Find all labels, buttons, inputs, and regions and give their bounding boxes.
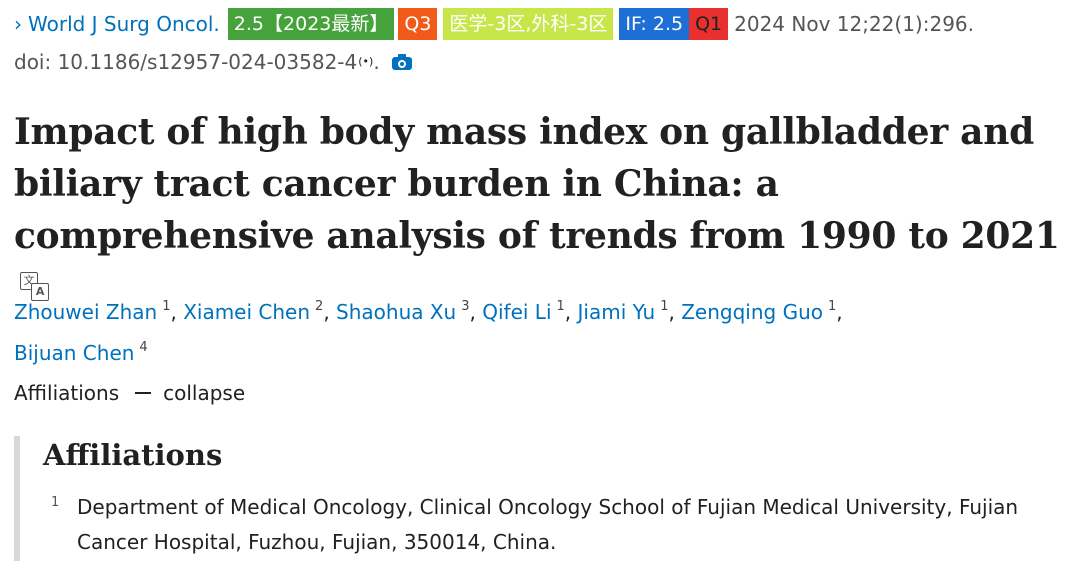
cas-badge: 医学-3区,外科-3区: [443, 8, 614, 40]
minus-icon: [135, 392, 152, 394]
author-link[interactable]: Zhouwei Zhan 1: [14, 299, 171, 324]
citation-row: › World J Surg Oncol. 2.5【2023最新】 Q3 医学-…: [14, 7, 1074, 41]
collapse-link[interactable]: collapse: [163, 381, 246, 405]
affiliations-toggle[interactable]: Affiliations collapse: [14, 377, 245, 409]
journal-link[interactable]: World J Surg Oncol.: [28, 12, 220, 36]
article-title-text: Impact of high body mass index on gallbl…: [14, 111, 1060, 257]
doi-text[interactable]: doi: 10.1186/s12957-024-03582-4: [14, 50, 358, 74]
camera-icon[interactable]: [391, 54, 412, 70]
doi-row: doi: 10.1186/s12957-024-03582-4 (•).: [14, 45, 1074, 79]
broadcast-icon[interactable]: (•): [358, 55, 374, 68]
citation-block: › World J Surg Oncol. 2.5【2023最新】 Q3 医学-…: [14, 7, 1074, 79]
author-link[interactable]: Zengqing Guo 1: [681, 299, 837, 324]
doi-period: .: [373, 50, 380, 74]
author-link[interactable]: Shaohua Xu 3: [336, 299, 470, 324]
article-title: Impact of high body mass index on gallbl…: [14, 106, 1074, 314]
quartile-badge: Q3: [398, 8, 438, 40]
jif-badge: 2.5【2023最新】: [227, 8, 395, 40]
author-link[interactable]: Bijuan Chen 4: [14, 340, 148, 365]
chevron-right-icon[interactable]: ›: [14, 12, 22, 36]
author-affiliation-ref[interactable]: 3: [461, 299, 470, 314]
author-list: Zhouwei Zhan 1, Xiamei Chen 2, Shaohua Xu 3…: [14, 299, 843, 365]
author-link[interactable]: Jiami Yu 1: [577, 299, 669, 324]
author-affiliation-ref[interactable]: 1: [828, 299, 837, 314]
author-link[interactable]: Xiamei Chen 2: [183, 299, 324, 324]
author-affiliation-ref[interactable]: 1: [660, 299, 669, 314]
author-affiliation-ref[interactable]: 2: [315, 299, 324, 314]
affiliations-panel: Affiliations 1 Department of Medical Onc…: [14, 436, 1074, 561]
publication-date: 2024 Nov 12;22(1):296.: [734, 12, 975, 36]
author-affiliation-ref[interactable]: 4: [139, 340, 148, 355]
affiliation-text: Department of Medical Oncology, Clinical…: [77, 495, 1019, 554]
author-affiliation-ref[interactable]: 1: [556, 299, 565, 314]
affiliation-item: 1 Department of Medical Oncology, Clinic…: [43, 490, 1074, 560]
author-link[interactable]: Qifei Li 1: [482, 299, 565, 324]
q1-badge: Q1: [689, 8, 729, 40]
author-affiliation-ref[interactable]: 1: [162, 299, 171, 314]
affiliations-toggle-label: Affiliations: [14, 381, 120, 405]
impact-factor-badge: IF: 2.5: [619, 8, 690, 40]
affiliation-number: 1: [51, 495, 60, 510]
affiliations-heading: Affiliations: [43, 438, 223, 472]
